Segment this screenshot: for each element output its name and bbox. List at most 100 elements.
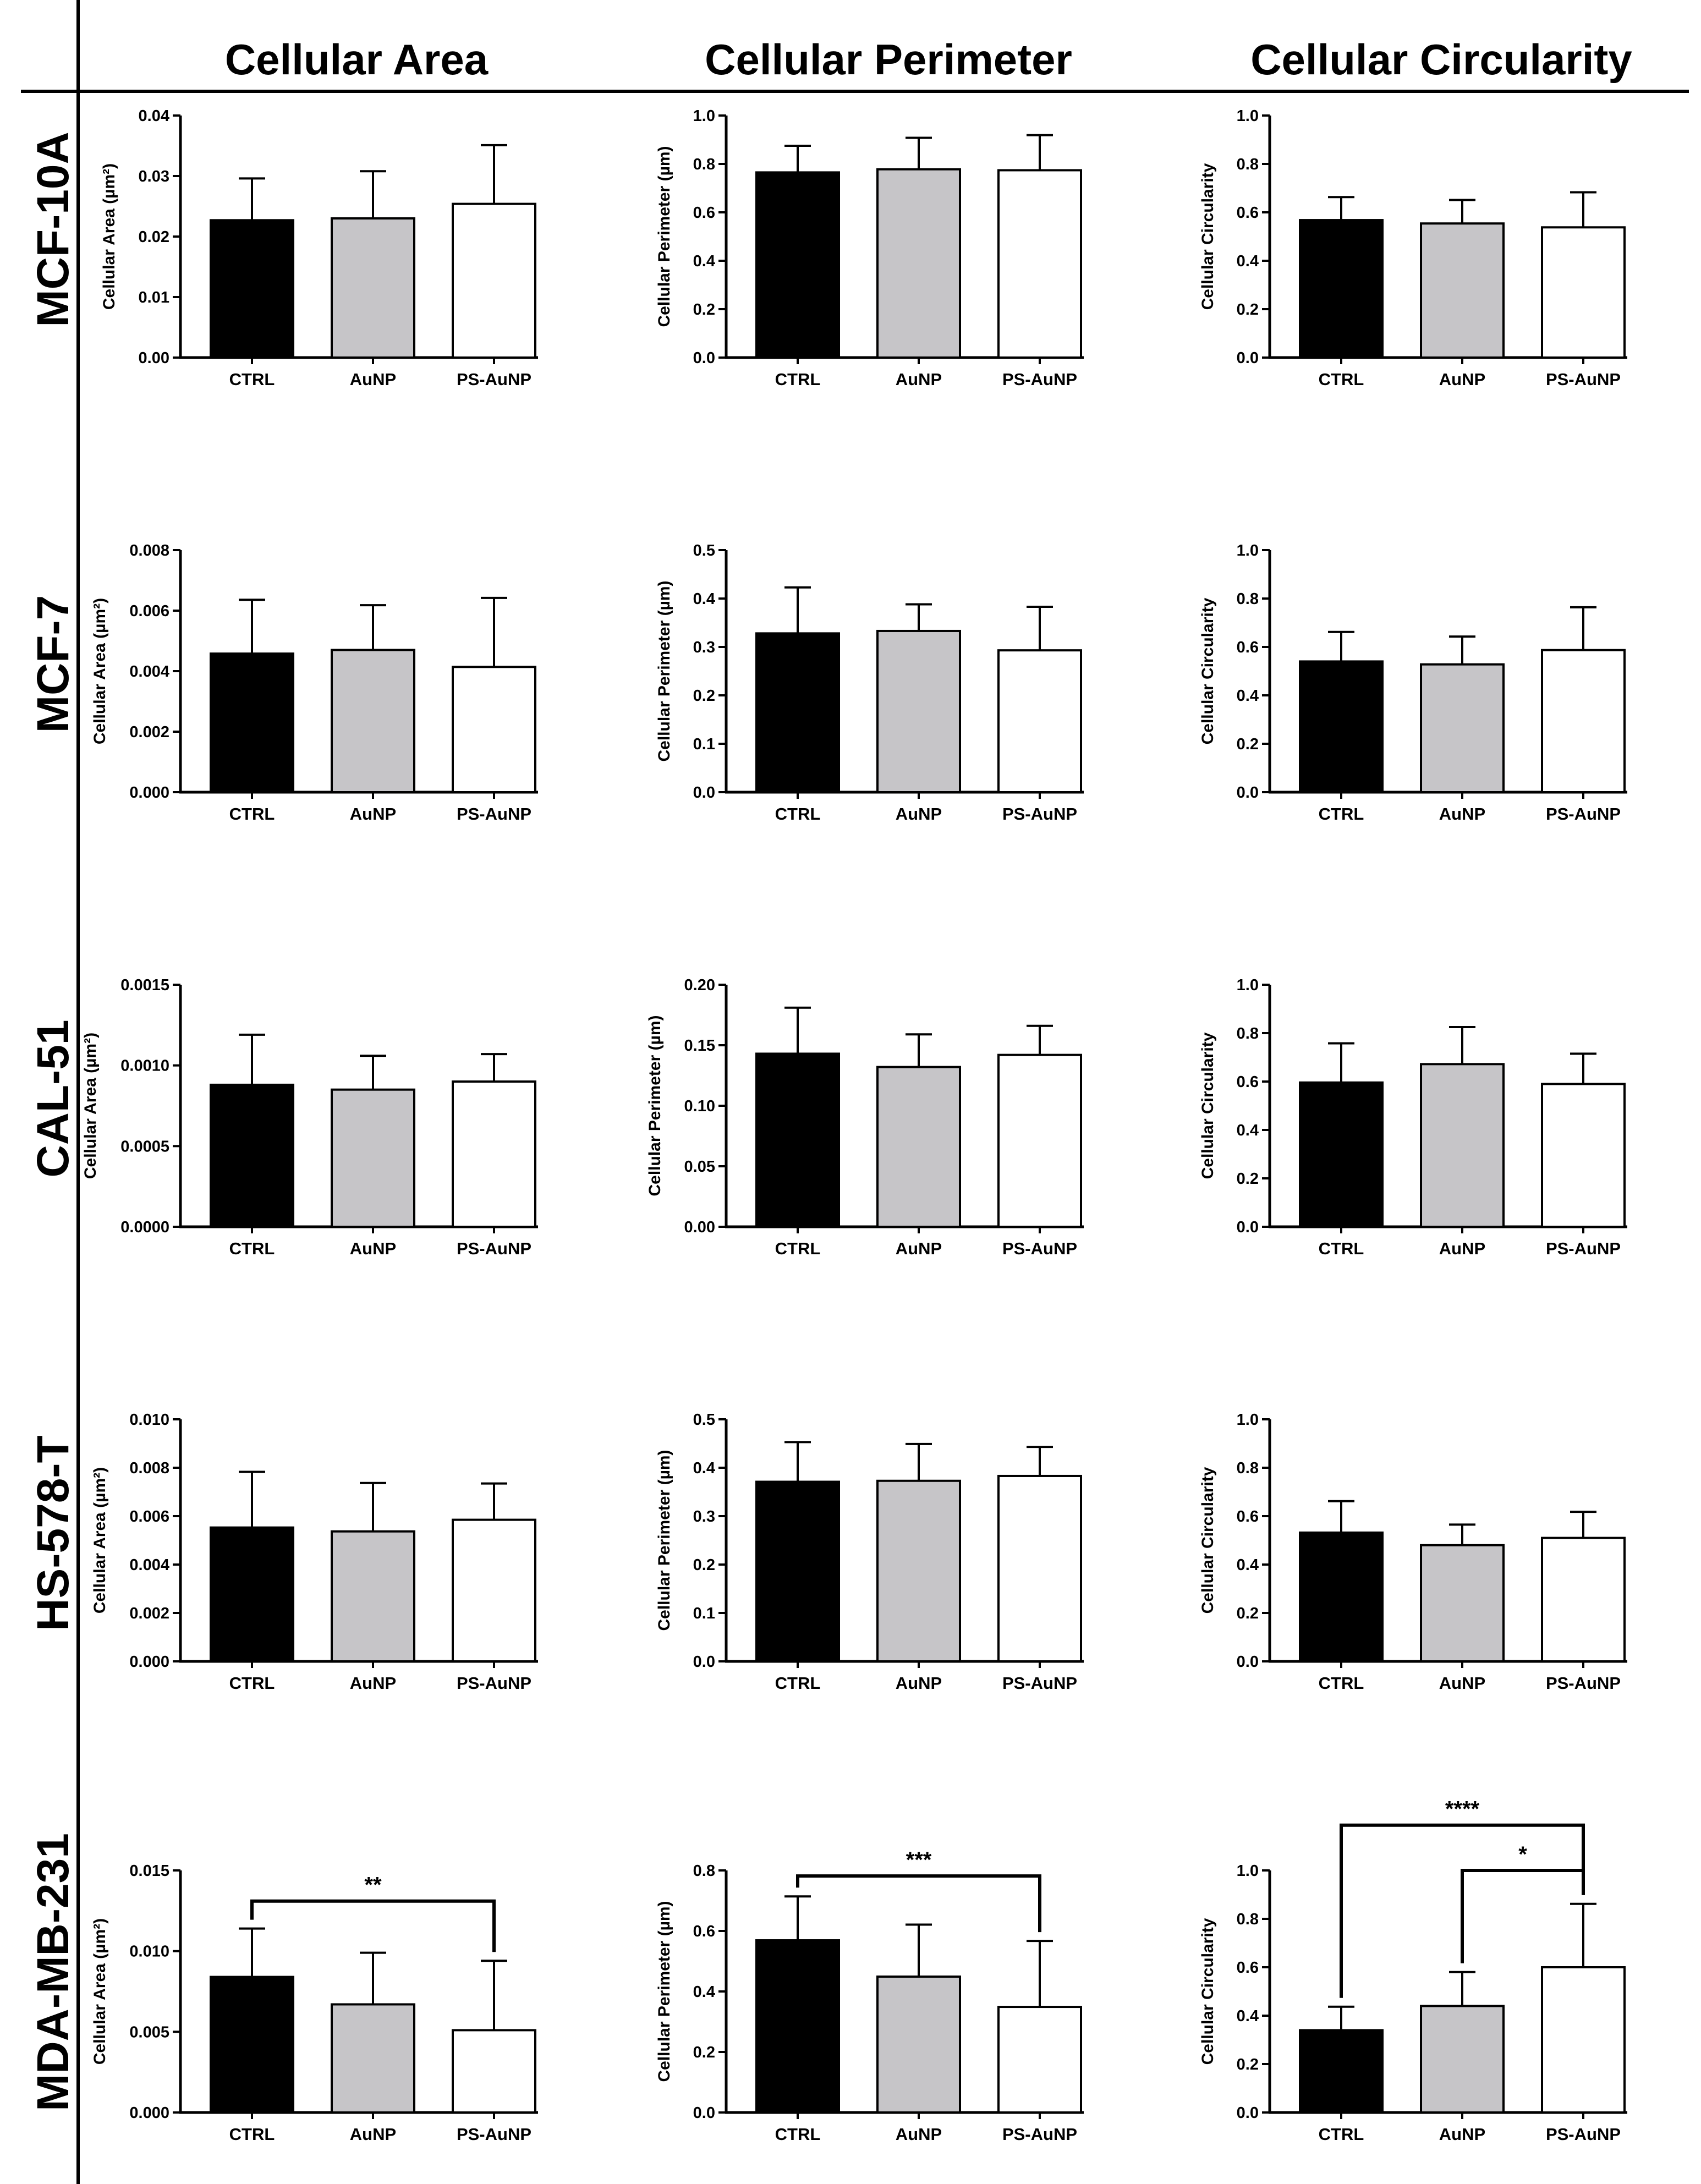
y-tick-label: 0.6 — [693, 1923, 715, 1940]
x-tick-label: CTRL — [1319, 2125, 1364, 2144]
x-tick-label: AuNP — [350, 370, 396, 389]
y-tick-label: 0.005 — [129, 2023, 169, 2041]
bar-aunp — [1420, 1544, 1505, 1663]
y-tick-label: 0.002 — [129, 1605, 169, 1622]
y-tick-label: 0.8 — [1237, 1025, 1259, 1042]
y-tick-label: 0.004 — [129, 663, 169, 681]
bar-ps-aunp — [997, 2006, 1082, 2114]
x-tick-label: PS-AuNP — [457, 1673, 531, 1693]
x-tick-label: AuNP — [896, 370, 942, 389]
x-tick-label: AuNP — [896, 804, 942, 824]
x-tick-label: AuNP — [1439, 2125, 1485, 2144]
bar-aunp — [876, 629, 961, 793]
x-tick-label: AuNP — [896, 1239, 942, 1258]
x-tick-label: CTRL — [775, 1239, 821, 1258]
y-tick-label: 0.004 — [129, 1556, 169, 1574]
bar-ps-aunp — [452, 1518, 536, 1663]
y-tick-label: 0.006 — [129, 602, 169, 620]
y-tick-label: 0.2 — [1237, 301, 1259, 319]
bar-ps-aunp — [997, 1053, 1082, 1228]
y-tick-label: 0.8 — [1237, 1459, 1259, 1477]
y-tick-label: 0.6 — [1237, 1073, 1259, 1091]
y-tick-label: 0.010 — [129, 1943, 169, 1961]
y-tick-label: 0.008 — [129, 1459, 169, 1477]
y-axis-label: Cellular Circularity — [1199, 1467, 1217, 1614]
y-tick-label: 0.00 — [684, 1219, 715, 1236]
significance-bracket — [1340, 1823, 1585, 1998]
bar-ctrl — [755, 632, 840, 793]
bar-ctrl — [210, 652, 294, 793]
y-axis-label: Cellular Circularity — [1199, 163, 1217, 310]
y-tick-label: 0.6 — [1237, 639, 1259, 656]
chart-panel: 0.0 0.2 0.4 0.6 0.8 1.0 Cellular Circularity CT… — [1199, 1411, 1627, 1693]
y-tick-label: 0.0 — [1237, 1219, 1259, 1236]
bar-ctrl — [210, 1526, 294, 1662]
bar-aunp — [1420, 663, 1505, 794]
bar-ps-aunp — [997, 1474, 1082, 1662]
y-tick-label: 1.0 — [1237, 542, 1259, 559]
x-tick-label: PS-AuNP — [1002, 2125, 1077, 2144]
x-tick-label: CTRL — [229, 804, 275, 824]
chart-panel: 0.0 0.2 0.4 0.6 0.8 1.0 Cellular Circularity CT… — [1199, 542, 1627, 824]
y-tick-label: 0.8 — [1237, 1911, 1259, 1928]
chart-panel: 0.0 0.1 0.2 0.3 0.4 0.5 Cellular Perimeter (µm… — [655, 1411, 1084, 1693]
significance-label: * — [1518, 1842, 1527, 1867]
x-tick-label: CTRL — [775, 804, 821, 824]
chart-panel: 0.0 0.2 0.4 0.6 0.8 1.0 Cellular Circularity CT… — [1199, 107, 1627, 389]
x-tick-label: CTRL — [229, 370, 275, 389]
bar-ps-aunp — [997, 649, 1082, 794]
x-tick-label: PS-AuNP — [1546, 1673, 1621, 1693]
bar-ps-aunp — [997, 169, 1082, 359]
bar-ctrl — [1299, 660, 1384, 794]
x-tick-label: CTRL — [1319, 1673, 1364, 1693]
y-tick-label: 0.03 — [139, 168, 169, 185]
x-tick-label: PS-AuNP — [1002, 804, 1077, 824]
bar-ps-aunp — [1541, 1537, 1626, 1663]
y-tick-label: 0.000 — [129, 2104, 169, 2122]
y-tick-label: 0.04 — [139, 107, 169, 125]
chart-panel: 0.000 0.005 0.010 0.015 Cellular Area (µm²) C… — [91, 1862, 538, 2144]
chart-panel: 0.0 0.1 0.2 0.3 0.4 0.5 Cellular Perimeter (µm… — [655, 542, 1084, 824]
y-tick-label: 0.008 — [129, 542, 169, 559]
bar-ps-aunp — [452, 666, 536, 794]
y-tick-label: 0.4 — [693, 1459, 715, 1477]
y-tick-label: 0.1 — [693, 736, 715, 753]
x-tick-label: CTRL — [1319, 804, 1364, 824]
y-tick-label: 0.1 — [693, 1605, 715, 1622]
row-header: MCF-10A — [28, 131, 78, 327]
y-tick-label: 1.0 — [693, 107, 715, 125]
x-tick-label: CTRL — [229, 2125, 275, 2144]
y-tick-label: 0.006 — [129, 1508, 169, 1525]
y-tick-label: 0.01 — [139, 289, 169, 306]
y-tick-label: 0.4 — [1237, 1122, 1259, 1139]
y-axis-label: Cellular Perimeter (µm) — [655, 1450, 673, 1631]
chart-panel: 0.000 0.002 0.004 0.006 0.008 Cellular Area (… — [91, 542, 538, 824]
y-tick-label: 0.2 — [693, 2044, 715, 2061]
y-tick-label: 0.2 — [1237, 2056, 1259, 2073]
chart-panel: 0.0 0.2 0.4 0.6 0.8 Cellular Perimeter (µm) CT… — [655, 1848, 1084, 2144]
bar-ctrl — [755, 1480, 840, 1663]
y-axis-label: Cellular Circularity — [1199, 597, 1217, 744]
column-header: Cellular Circularity — [1250, 35, 1632, 84]
significance-label: **** — [1445, 1797, 1480, 1821]
x-tick-label: PS-AuNP — [457, 370, 531, 389]
bar-ps-aunp — [452, 1080, 536, 1228]
x-tick-label: CTRL — [775, 370, 821, 389]
bar-ps-aunp — [1541, 649, 1626, 793]
bar-aunp — [331, 1088, 415, 1228]
row-header: MDA-MB-231 — [28, 1833, 78, 2111]
y-tick-label: 1.0 — [1237, 1411, 1259, 1429]
x-tick-label: CTRL — [1319, 1239, 1364, 1258]
y-tick-label: 0.015 — [129, 1862, 169, 1880]
bar-ctrl — [210, 219, 294, 359]
bar-ps-aunp — [452, 202, 536, 359]
y-tick-label: 0.15 — [684, 1037, 715, 1055]
y-tick-label: 0.4 — [693, 253, 715, 270]
bar-ctrl — [1299, 219, 1384, 359]
y-tick-label: 0.8 — [693, 1862, 715, 1880]
bar-aunp — [331, 1530, 415, 1662]
y-tick-label: 0.0 — [1237, 349, 1259, 367]
y-tick-label: 0.3 — [693, 1508, 715, 1525]
chart-panel: 0.0 0.2 0.4 0.6 0.8 1.0 Cellular Circularity CT… — [1199, 976, 1627, 1258]
row-header: HS-578-T — [28, 1435, 78, 1631]
